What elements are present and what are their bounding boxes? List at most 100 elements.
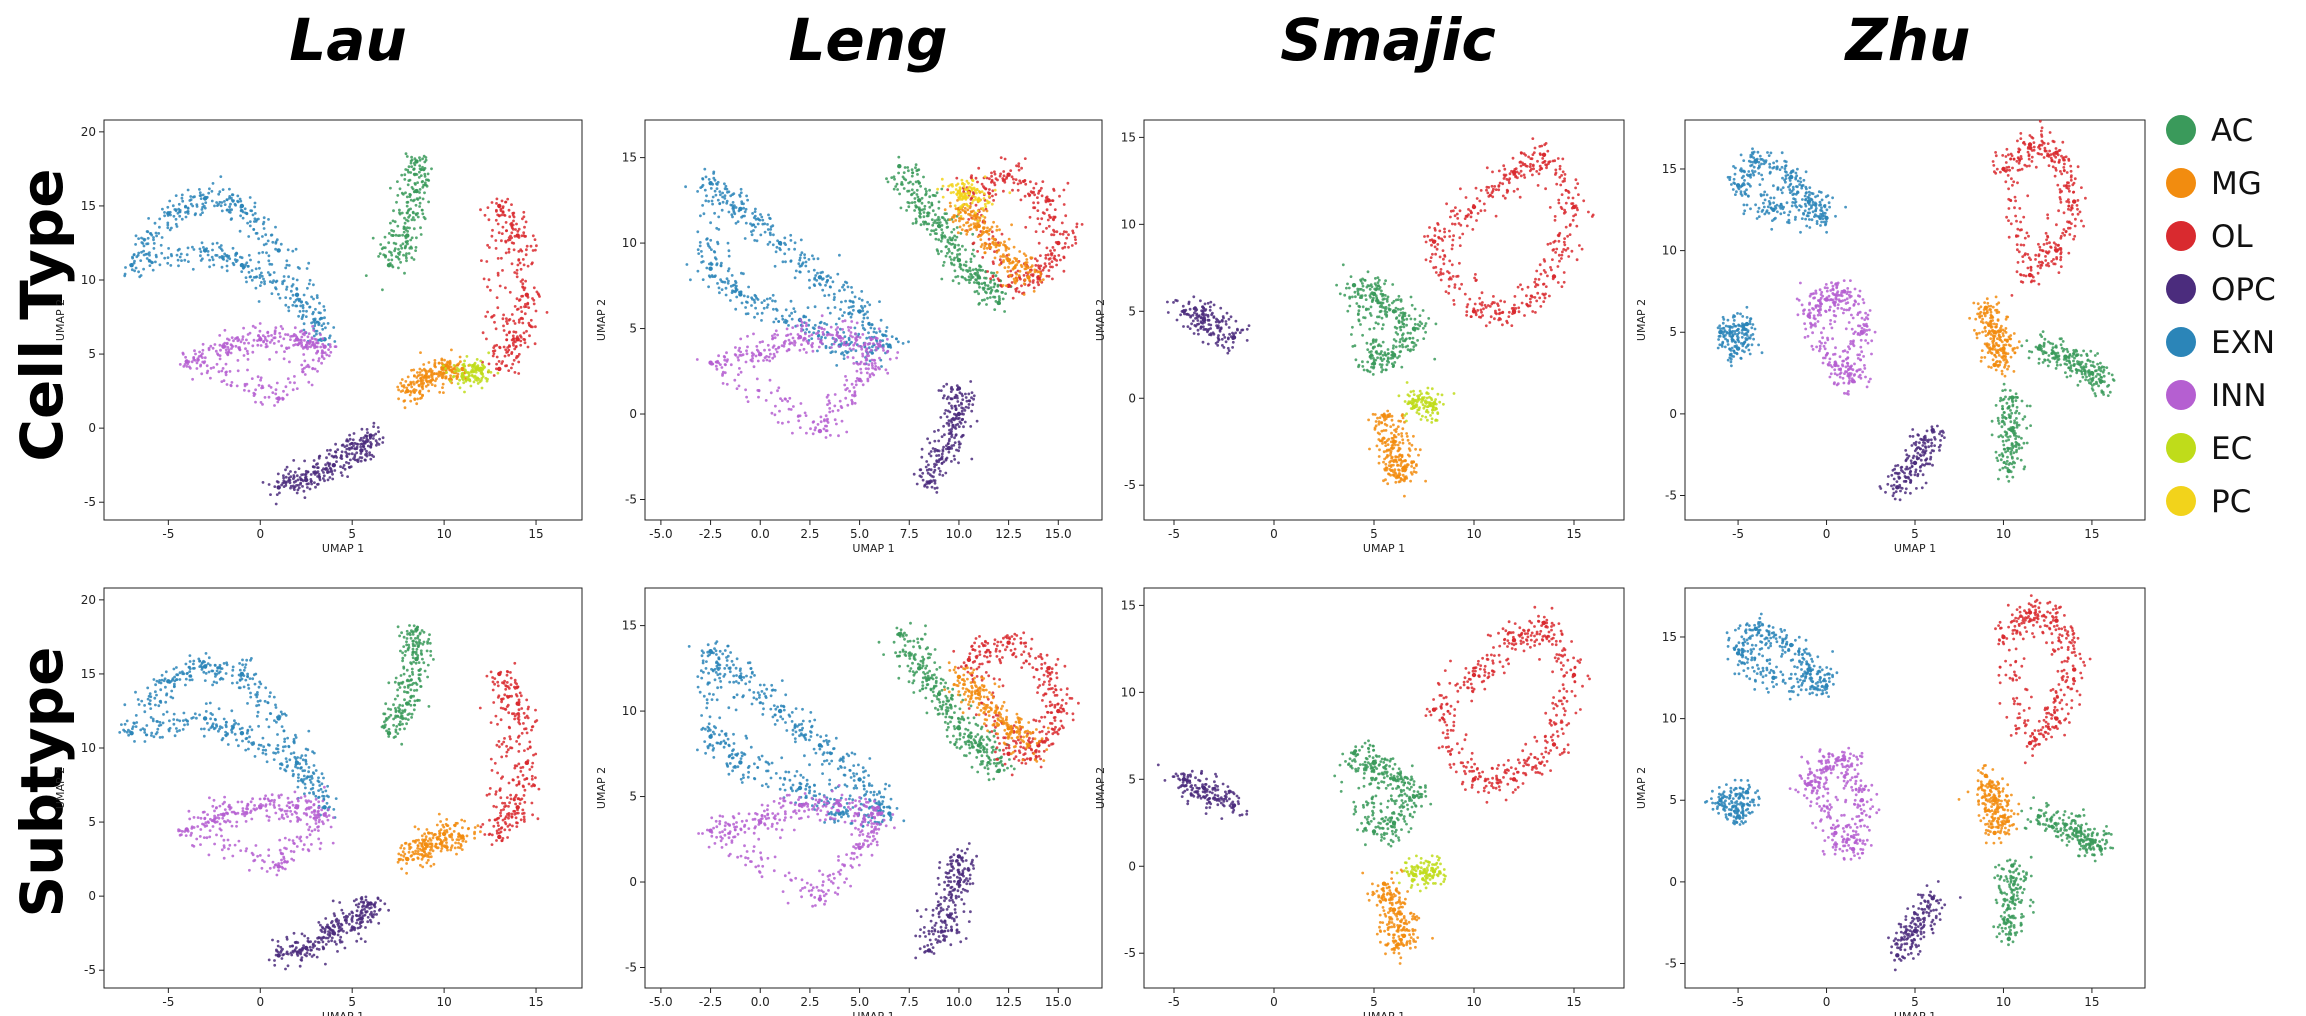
cell-point <box>321 477 325 480</box>
cell-point <box>512 358 516 362</box>
cell-point <box>177 202 181 206</box>
cell-point <box>517 318 521 322</box>
cell-point <box>1511 156 1515 160</box>
cell-point <box>526 301 530 305</box>
cell-point <box>1063 245 1067 249</box>
cell-point <box>1029 270 1032 273</box>
cell-point <box>405 240 408 244</box>
cell-point <box>986 284 990 288</box>
cell-point <box>1465 313 1468 317</box>
cell-point <box>803 253 806 256</box>
cell-point <box>948 218 952 222</box>
cell-point <box>1548 206 1552 209</box>
cell-point <box>751 297 754 301</box>
cell-point <box>790 311 793 315</box>
cell-point <box>441 386 444 389</box>
cell-point <box>1448 276 1452 280</box>
cell-point <box>993 282 997 286</box>
cell-point <box>440 357 444 361</box>
cell-point <box>1036 280 1040 284</box>
cell-point <box>858 297 861 300</box>
cell-point <box>969 269 972 272</box>
cell-point <box>174 209 178 213</box>
cell-point <box>218 334 222 337</box>
cell-point <box>217 192 221 196</box>
cell-point <box>1005 177 1008 180</box>
cell-point <box>512 248 516 252</box>
cell-point <box>245 261 249 265</box>
cell-point <box>496 273 500 277</box>
cell-point <box>1375 296 1379 300</box>
cell-point <box>531 234 535 238</box>
cell-point <box>926 211 930 215</box>
cell-point <box>734 307 738 311</box>
cell-point <box>152 247 156 250</box>
cell-point <box>348 437 352 441</box>
cell-point <box>863 304 867 308</box>
cell-point <box>937 238 941 242</box>
cell-point <box>537 293 541 297</box>
cell-point <box>831 350 834 354</box>
cell-point <box>1022 282 1026 286</box>
cell-point <box>820 326 823 330</box>
cell-point <box>1044 264 1048 268</box>
cell-point <box>124 266 127 269</box>
cell-point <box>915 188 919 192</box>
cell-point <box>740 354 743 357</box>
cell-point <box>799 318 803 322</box>
cell-point <box>937 206 941 210</box>
cell-point <box>131 256 135 260</box>
cell-point <box>957 404 961 407</box>
cell-point <box>832 298 836 301</box>
cell-point <box>835 333 839 337</box>
cell-point <box>1018 179 1022 183</box>
cell-point <box>1030 264 1034 268</box>
cell-point <box>275 238 279 242</box>
cluster-anchor-point <box>497 203 502 209</box>
cell-point <box>986 226 989 230</box>
cell-point <box>1398 350 1402 354</box>
cell-point <box>761 340 764 343</box>
cell-point <box>231 345 235 348</box>
cell-point <box>938 473 942 476</box>
cell-point <box>490 234 494 238</box>
cell-point <box>896 188 899 191</box>
cell-point <box>1447 284 1451 288</box>
cell-point <box>1486 191 1490 195</box>
cell-point <box>257 237 260 241</box>
cell-point <box>886 337 889 341</box>
cell-point <box>1033 193 1036 197</box>
cell-point <box>482 277 486 281</box>
cell-point <box>685 263 689 266</box>
cell-point <box>745 352 749 356</box>
cell-point <box>717 354 720 358</box>
cell-point <box>1039 274 1042 278</box>
cell-point <box>195 205 199 208</box>
cell-point <box>970 174 973 178</box>
cell-point <box>986 296 989 300</box>
cell-point <box>793 241 797 245</box>
cell-point <box>1494 309 1497 313</box>
cell-point <box>234 203 238 207</box>
cell-point <box>1502 177 1506 180</box>
cell-point <box>288 360 291 364</box>
cell-point <box>433 359 437 362</box>
cell-point <box>242 326 246 330</box>
cell-point <box>917 206 921 210</box>
cell-point <box>284 481 288 485</box>
cell-point <box>812 268 816 272</box>
cell-point <box>306 470 310 474</box>
cell-point <box>414 249 417 253</box>
cell-point <box>533 238 537 242</box>
cluster-anchor-point <box>1371 291 1377 297</box>
cell-point <box>853 394 856 398</box>
x-tick-label: 10 <box>1466 527 1481 541</box>
cell-point <box>517 372 521 375</box>
cell-point <box>258 322 262 325</box>
cell-point <box>322 357 326 360</box>
cell-point <box>802 314 806 318</box>
cell-point <box>850 398 854 402</box>
cell-point <box>246 368 249 372</box>
cell-point <box>750 304 753 307</box>
cell-point <box>950 243 953 246</box>
